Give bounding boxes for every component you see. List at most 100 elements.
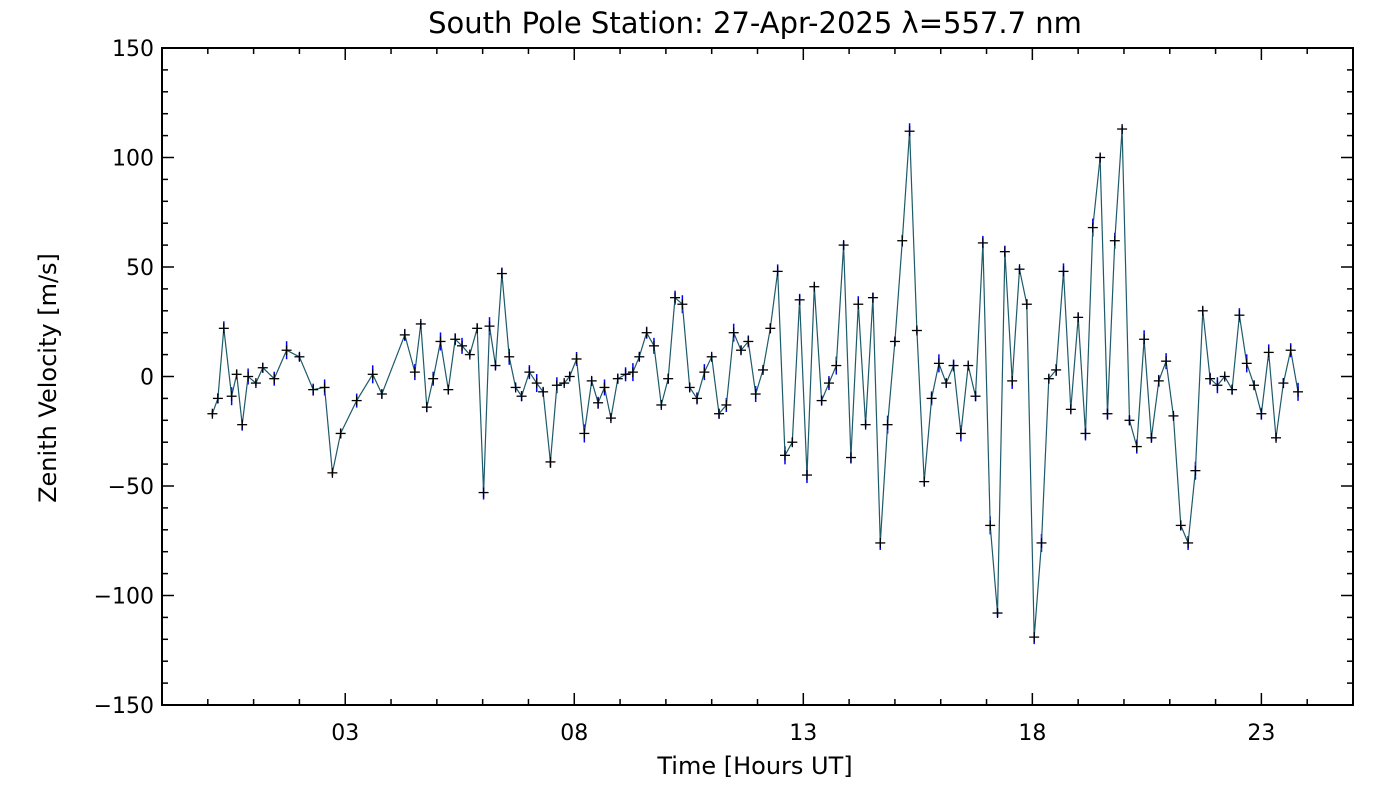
data-point [794,294,805,305]
data-point [889,336,900,347]
data-series [207,123,1304,645]
data-point [415,318,426,329]
data-point [1146,432,1157,443]
data-point [1014,264,1025,275]
data-point [627,367,638,378]
x-tick-label: 13 [789,721,817,746]
data-point [779,450,790,461]
chart-title: South Pole Station: 27-Apr-2025 λ=557.7 … [428,6,1082,40]
data-point [1241,358,1252,369]
data-point [464,349,475,360]
data-point [1256,408,1267,419]
data-point [714,408,725,419]
data-point [1080,428,1091,439]
data-point [1168,410,1179,421]
y-tick-label: −100 [94,585,154,610]
data-point [516,391,527,402]
data-point [897,235,908,246]
data-point [524,367,535,378]
data-point [421,402,432,413]
data-point [1043,373,1054,384]
data-point [926,393,937,404]
data-point [478,487,489,498]
data-point [1293,386,1304,397]
data-point [218,323,229,334]
data-point [281,345,292,356]
data-point [933,358,944,369]
plot-frame [161,47,1354,706]
data-point [579,428,590,439]
data-point [809,281,820,292]
data-point [1161,356,1172,367]
data-point [490,360,501,371]
data-point [831,360,842,371]
data-point [1102,408,1113,419]
data-point [860,419,871,430]
data-point [1212,380,1223,391]
data-point [1153,375,1164,386]
data-point [948,360,959,371]
data-point [941,378,952,389]
data-point [1219,371,1230,382]
data-point [970,391,981,402]
y-tick-label: −150 [94,694,154,719]
series-line [211,128,1299,638]
data-point [757,364,768,375]
data-point [559,378,570,389]
data-point [335,428,346,439]
data-point [699,367,710,378]
data-point [875,537,886,548]
data-point [435,336,446,347]
data-point [1271,432,1282,443]
data-point [1190,465,1201,476]
data-point [231,369,242,380]
data-point [721,399,732,410]
data-point [428,373,439,384]
data-point [1007,375,1018,386]
data-point [1095,152,1106,163]
data-point [1227,384,1238,395]
x-tick-label: 08 [560,721,588,746]
data-point [226,391,237,402]
data-point [399,329,410,340]
data-point [269,373,280,384]
data-point [472,323,483,334]
y-tick-label: 100 [112,147,154,172]
data-point [308,384,319,395]
data-point [237,419,248,430]
data-point [1087,222,1098,233]
data-point [376,389,387,400]
data-point [1249,380,1260,391]
data-point [1183,537,1194,548]
data-point [634,351,645,362]
data-point [1058,266,1069,277]
data-point [992,608,1003,619]
axis-ticks: 03 08 13 18 23 −150 −100 −50 0 50 100 150 [94,37,1353,746]
y-tick-label: 150 [112,37,154,62]
data-point [663,373,674,384]
data-point [919,476,930,487]
data-point [963,360,974,371]
data-point [743,336,754,347]
data-point [351,395,362,406]
data-point [531,378,542,389]
data-point [212,393,223,404]
data-point [620,369,631,380]
data-point [1263,347,1274,358]
data-point [1234,310,1245,321]
y-tick-label: 0 [140,366,154,391]
data-point [294,351,305,362]
data-point [250,378,261,389]
data-point [911,325,922,336]
data-point [605,413,616,424]
data-point [1139,334,1150,345]
data-point [409,367,420,378]
x-axis-label: Time [Hours UT] [656,752,852,780]
data-point [882,419,893,430]
data-point [838,240,849,251]
data-point [319,382,330,393]
data-point [999,246,1010,257]
data-point [571,353,582,364]
data-point [551,380,562,391]
